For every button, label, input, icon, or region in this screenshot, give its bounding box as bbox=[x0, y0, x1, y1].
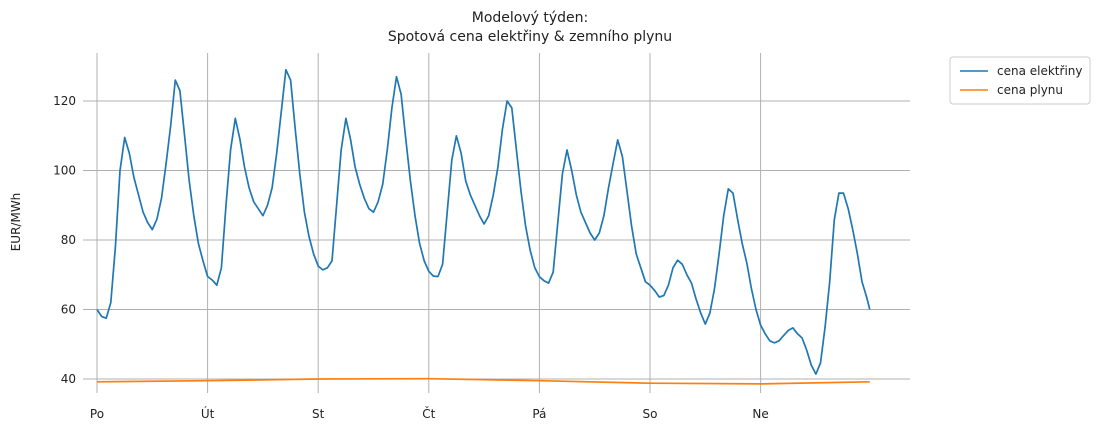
x-tick-label: Ne bbox=[752, 407, 768, 421]
y-tick-label: 100 bbox=[53, 164, 76, 178]
x-tick-label: Po bbox=[90, 407, 104, 421]
chart-title-line-1: Modelový týden: bbox=[472, 10, 588, 26]
y-tick-label: 120 bbox=[53, 94, 76, 108]
y-axis-label: EUR/MWh bbox=[9, 193, 23, 252]
x-tick-label: Út bbox=[201, 406, 215, 421]
grid bbox=[83, 53, 910, 393]
series-line-gas bbox=[96, 377, 870, 385]
series-lines bbox=[96, 68, 871, 385]
y-tick-label: 40 bbox=[61, 372, 76, 386]
x-tick-label: Čt bbox=[422, 406, 435, 421]
y-tick-label: 60 bbox=[61, 303, 76, 317]
tick-labels: 40 60 80 100 120 Po Út St Čt Pá So Ne bbox=[53, 94, 769, 421]
series-line-electricity bbox=[96, 68, 871, 375]
x-tick-label: Pá bbox=[532, 407, 546, 421]
x-tick-label: St bbox=[312, 407, 325, 421]
x-tick-label: So bbox=[643, 407, 658, 421]
legend-label-gas: cena plynu bbox=[997, 83, 1063, 97]
chart-title-line-2: Spotová cena elektřiny & zemního plynu bbox=[388, 29, 672, 45]
legend-label-electricity: cena elektřiny bbox=[997, 64, 1082, 78]
legend-box bbox=[949, 56, 1091, 105]
y-tick-label: 80 bbox=[61, 233, 76, 247]
legend: cena elektřiny cena plynu bbox=[949, 56, 1091, 105]
